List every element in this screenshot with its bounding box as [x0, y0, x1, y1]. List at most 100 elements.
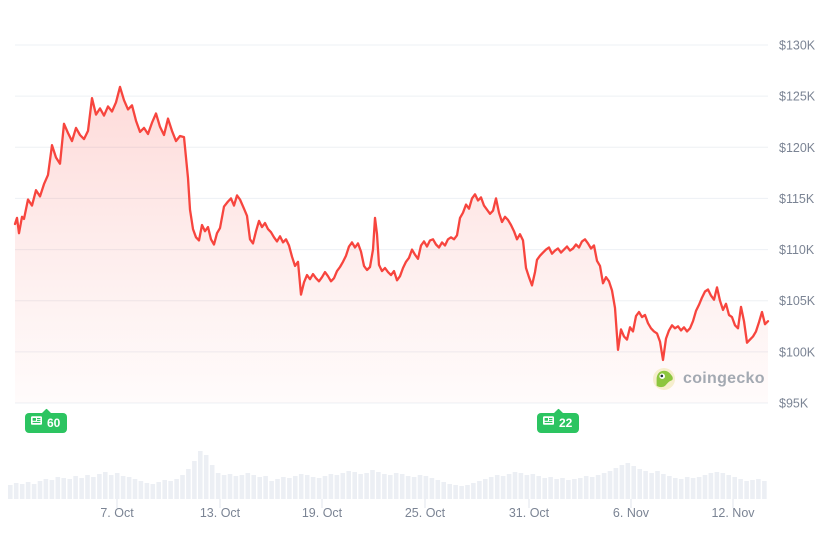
volume-bar	[203, 455, 209, 499]
volume-bar	[227, 474, 233, 499]
volume-bar	[120, 476, 126, 499]
newspaper-icon	[542, 413, 555, 433]
volume-bar	[328, 474, 334, 499]
volume-bar	[548, 477, 553, 499]
volume-bar	[37, 481, 43, 499]
volume-bar	[738, 479, 743, 499]
volume-bar	[340, 473, 346, 499]
news-count: 60	[47, 416, 61, 430]
volume-bar	[393, 473, 399, 499]
volume-bar	[566, 480, 571, 499]
volume-bar	[702, 475, 708, 499]
volume-bar	[245, 473, 251, 499]
volume-bar	[85, 475, 90, 499]
x-axis-label: 13. Oct	[200, 506, 241, 520]
volume-bar	[186, 469, 191, 499]
volume-bar	[477, 481, 482, 499]
volume-bar	[572, 479, 577, 499]
volume-bar	[376, 472, 381, 499]
volume-bar	[180, 475, 185, 499]
volume-bar	[447, 484, 452, 499]
volume-bar	[661, 474, 666, 499]
volume-bar	[215, 473, 221, 499]
volume-bar	[613, 468, 619, 499]
volume-bar	[732, 477, 737, 499]
volume-bar	[174, 479, 179, 499]
volume-bar	[156, 482, 161, 499]
volume-bar	[500, 476, 506, 499]
volume-bar	[673, 478, 678, 499]
volume-bar	[263, 476, 268, 499]
volume-bar	[399, 474, 405, 499]
volume-bar	[744, 481, 749, 499]
volume-bar	[405, 476, 411, 499]
volume-bar	[310, 477, 316, 499]
volume-bar	[536, 476, 541, 499]
volume-bars	[8, 451, 767, 499]
volume-bar	[429, 478, 435, 499]
y-axis-label: $105K	[779, 294, 816, 308]
volume-bar	[91, 477, 96, 499]
volume-bar	[114, 473, 120, 499]
volume-bar	[138, 481, 144, 499]
volume-bar	[750, 480, 755, 499]
volume-bar	[607, 471, 613, 499]
volume-bar	[453, 485, 458, 499]
volume-bar	[589, 477, 595, 499]
coingecko-watermark[interactable]: coingecko	[652, 367, 765, 391]
y-axis-label: $120K	[779, 141, 816, 155]
volume-bar	[168, 481, 173, 499]
volume-bar	[619, 465, 625, 499]
volume-bar	[233, 476, 239, 499]
y-axis-label: $95K	[779, 397, 809, 411]
x-axis-label: 7. Oct	[100, 506, 134, 520]
volume-bar	[684, 477, 690, 499]
volume-bar	[251, 475, 256, 499]
volume-bar	[126, 477, 132, 499]
volume-bar	[370, 470, 375, 499]
volume-bar	[239, 475, 245, 499]
volume-bar	[643, 471, 648, 499]
volume-bar	[601, 473, 607, 499]
y-axis-label: $100K	[779, 345, 816, 359]
volume-bar	[488, 477, 494, 499]
volume-bar	[67, 479, 72, 499]
volume-bar	[411, 477, 417, 499]
volume-bar	[678, 479, 684, 499]
volume-bar	[465, 485, 470, 499]
volume-bar	[103, 472, 108, 499]
volume-bar	[144, 483, 150, 499]
volume-bar	[358, 474, 363, 499]
volume-bar	[316, 478, 322, 499]
price-area	[15, 86, 768, 404]
volume-bar	[209, 465, 215, 499]
x-axis-label: 19. Oct	[302, 506, 343, 520]
volume-bar	[441, 482, 446, 499]
x-axis-label: 12. Nov	[711, 506, 755, 520]
volume-bar	[382, 474, 387, 499]
y-axis-label: $110K	[779, 243, 815, 257]
volume-bar	[352, 472, 357, 499]
volume-bar	[298, 474, 304, 499]
volume-bar	[19, 484, 25, 499]
volume-bar	[655, 471, 660, 499]
coingecko-wordmark: coingecko	[683, 370, 765, 387]
volume-bar	[459, 486, 464, 499]
x-axis-label: 6. Nov	[613, 506, 650, 520]
volume-bar	[73, 476, 78, 499]
volume-bar	[637, 469, 642, 499]
news-count-badge[interactable]: 22	[537, 408, 580, 433]
x-axis-label: 25. Oct	[405, 506, 446, 520]
volume-bar	[471, 483, 476, 499]
volume-bar	[667, 476, 672, 499]
volume-bar	[483, 479, 488, 499]
volume-bar	[334, 475, 340, 499]
news-count-badge[interactable]: 60	[25, 408, 68, 433]
coingecko-gecko-icon	[652, 367, 676, 391]
volume-bar	[346, 471, 351, 499]
y-axis-label: $130K	[779, 39, 816, 53]
volume-bar	[762, 481, 767, 499]
volume-bar	[269, 481, 274, 499]
volume-bar	[595, 475, 601, 499]
